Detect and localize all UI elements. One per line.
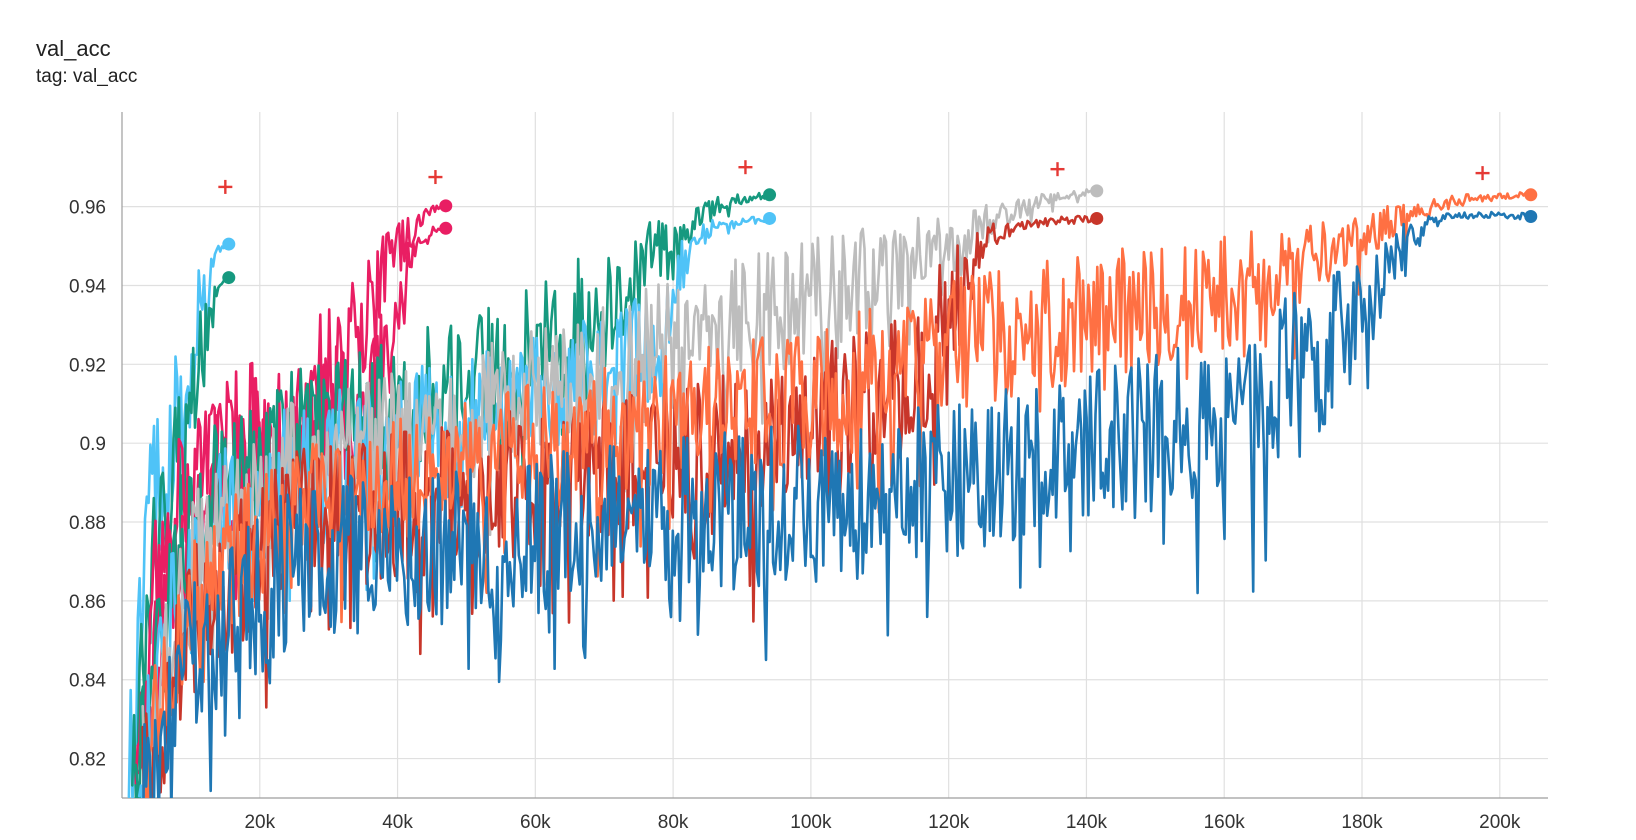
x-tick-label: 40k xyxy=(382,812,413,833)
chart-subtitle: tag: val_acc xyxy=(36,66,138,87)
x-tick-label: 160k xyxy=(1204,812,1246,833)
series-endpoint-run-06[interactable] xyxy=(763,211,777,225)
series-endpoint-run-10[interactable] xyxy=(1524,209,1538,223)
y-tick-label: 0.86 xyxy=(69,592,106,613)
series-endpoint-run-01[interactable] xyxy=(222,237,236,251)
chart-title: val_acc xyxy=(36,36,111,61)
series-endpoint-run-05[interactable] xyxy=(763,188,777,202)
series-layer xyxy=(127,188,1533,840)
axis-layer: 0.82 0.84 0.86 0.88 0.9 0.92 0.94 0.96 20k 40k 60k… xyxy=(69,112,1548,833)
series-line-run-10[interactable] xyxy=(142,210,1533,840)
series-endpoint-run-04[interactable] xyxy=(439,221,453,235)
y-tick-label: 0.88 xyxy=(69,513,106,534)
y-tick-label: 0.92 xyxy=(69,355,106,376)
series-endpoint-run-03[interactable] xyxy=(439,199,453,213)
best-value-marker xyxy=(738,160,753,175)
best-value-marker xyxy=(218,179,233,194)
x-tick-label: 20k xyxy=(244,812,275,833)
series-line-run-09[interactable] xyxy=(143,191,1533,832)
x-tick-label: 60k xyxy=(520,812,551,833)
x-tick-label: 140k xyxy=(1066,812,1108,833)
y-tick-label: 0.94 xyxy=(69,276,106,297)
best-value-marker xyxy=(428,170,443,185)
y-tick-label: 0.84 xyxy=(69,671,106,692)
x-tick-label: 180k xyxy=(1341,812,1383,833)
series-endpoint-run-02[interactable] xyxy=(222,271,236,285)
x-tick-label: 120k xyxy=(928,812,970,833)
best-value-marker xyxy=(1475,166,1490,181)
x-tick-label: 80k xyxy=(658,812,689,833)
series-endpoint-run-08[interactable] xyxy=(1090,211,1104,225)
series-endpoint-run-09[interactable] xyxy=(1524,188,1538,202)
best-value-marker xyxy=(1050,162,1065,177)
x-tick-label: 100k xyxy=(790,812,832,833)
x-tick-label: 200k xyxy=(1479,812,1521,833)
series-endpoint-run-07[interactable] xyxy=(1090,184,1104,198)
y-tick-label: 0.96 xyxy=(69,198,106,219)
y-tick-label: 0.9 xyxy=(80,434,106,455)
marker-layer xyxy=(218,160,1538,285)
y-tick-label: 0.82 xyxy=(69,750,106,771)
